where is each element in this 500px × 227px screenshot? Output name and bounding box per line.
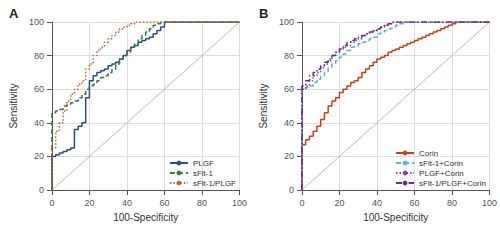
svg-text:100: 100 xyxy=(29,17,44,27)
svg-text:20: 20 xyxy=(34,151,44,161)
svg-text:100-Specificity: 100-Specificity xyxy=(363,212,428,223)
svg-text:60: 60 xyxy=(284,84,294,94)
svg-text:40: 40 xyxy=(122,198,132,208)
svg-text:Sensitivity: Sensitivity xyxy=(258,84,269,129)
svg-text:0: 0 xyxy=(39,185,44,195)
svg-text:0: 0 xyxy=(289,185,294,195)
svg-text:80: 80 xyxy=(197,198,207,208)
svg-text:sFlt-1/PLGF+Corin: sFlt-1/PLGF+Corin xyxy=(419,179,486,188)
svg-text:sFlt-1: sFlt-1 xyxy=(193,169,214,178)
svg-text:B: B xyxy=(259,6,268,21)
svg-text:Corin: Corin xyxy=(419,149,438,158)
svg-text:sFlt-1+Corin: sFlt-1+Corin xyxy=(419,159,463,168)
svg-text:40: 40 xyxy=(284,118,294,128)
svg-text:sFlt-1/PLGF: sFlt-1/PLGF xyxy=(193,179,236,188)
svg-text:40: 40 xyxy=(34,118,44,128)
svg-text:40: 40 xyxy=(372,198,382,208)
svg-text:PLGF+Corin: PLGF+Corin xyxy=(419,169,464,178)
svg-text:PLGF: PLGF xyxy=(193,159,214,168)
svg-text:0: 0 xyxy=(299,198,304,208)
svg-text:20: 20 xyxy=(84,198,94,208)
svg-text:100: 100 xyxy=(279,17,294,27)
svg-text:20: 20 xyxy=(334,198,344,208)
svg-text:60: 60 xyxy=(34,84,44,94)
svg-text:20: 20 xyxy=(284,151,294,161)
svg-text:100: 100 xyxy=(482,198,497,208)
svg-text:60: 60 xyxy=(159,198,169,208)
svg-text:60: 60 xyxy=(409,198,419,208)
svg-text:100-Specificity: 100-Specificity xyxy=(113,212,178,223)
svg-text:A: A xyxy=(9,6,19,21)
svg-text:Sensitivity: Sensitivity xyxy=(8,84,19,129)
svg-text:0: 0 xyxy=(49,198,54,208)
svg-text:80: 80 xyxy=(34,51,44,61)
svg-text:80: 80 xyxy=(284,51,294,61)
svg-text:100: 100 xyxy=(232,198,247,208)
svg-text:80: 80 xyxy=(447,198,457,208)
